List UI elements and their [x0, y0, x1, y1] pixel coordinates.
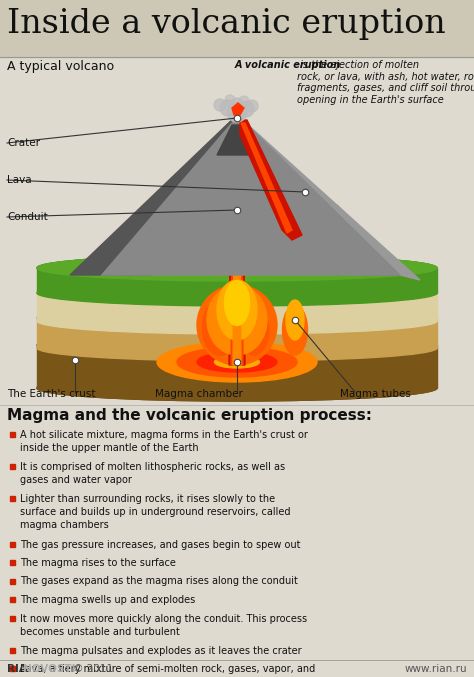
Text: It is comprised of molten lithospheric rocks, as well as
gases and water vapor: It is comprised of molten lithospheric r…	[20, 462, 285, 485]
Text: A typical volcano: A typical volcano	[7, 60, 114, 73]
Bar	[10, 560, 15, 565]
Text: Magma chamber: Magma chamber	[155, 389, 243, 399]
Ellipse shape	[37, 375, 437, 401]
Text: NOVOSTI: NOVOSTI	[23, 664, 75, 674]
Polygon shape	[240, 120, 302, 240]
Circle shape	[238, 101, 254, 117]
Bar	[10, 432, 15, 437]
Ellipse shape	[197, 285, 277, 365]
Text: RIA: RIA	[7, 664, 27, 674]
Polygon shape	[232, 103, 244, 115]
Bar	[10, 615, 15, 621]
Ellipse shape	[202, 301, 237, 355]
Circle shape	[231, 98, 243, 110]
Circle shape	[239, 96, 249, 106]
Ellipse shape	[37, 255, 437, 281]
Ellipse shape	[37, 277, 437, 303]
Ellipse shape	[37, 335, 437, 361]
Ellipse shape	[157, 342, 317, 382]
Ellipse shape	[37, 255, 437, 281]
Polygon shape	[100, 115, 400, 275]
Bar	[10, 666, 15, 671]
Polygon shape	[217, 125, 252, 155]
Text: Magma tubes: Magma tubes	[340, 389, 411, 399]
Text: Crater: Crater	[7, 138, 40, 148]
Point	[233, 204, 241, 215]
Ellipse shape	[217, 280, 257, 340]
Polygon shape	[100, 215, 157, 275]
Text: The magma swells up and explodes: The magma swells up and explodes	[20, 595, 195, 605]
Point	[71, 355, 79, 366]
Text: www.rian.ru: www.rian.ru	[404, 664, 467, 674]
Circle shape	[214, 99, 226, 111]
Text: Lava, a fiery mixture of semi-molten rock, gases, vapor, and
ash is ejected onto: Lava, a fiery mixture of semi-molten roc…	[20, 664, 315, 677]
Point	[233, 112, 241, 123]
Ellipse shape	[37, 255, 437, 281]
Text: The magma pulsates and explodes as it leaves the crater: The magma pulsates and explodes as it le…	[20, 645, 301, 655]
Bar	[10, 542, 15, 546]
Text: The Earth's crust: The Earth's crust	[7, 389, 95, 399]
Ellipse shape	[197, 352, 277, 372]
Bar	[37, 290, 437, 321]
Ellipse shape	[227, 359, 247, 365]
Circle shape	[225, 95, 235, 105]
Text: © 2011: © 2011	[70, 664, 113, 674]
Bar	[10, 496, 15, 501]
Bar	[10, 597, 15, 602]
Bar	[37, 345, 437, 388]
Point	[233, 357, 241, 368]
Bar	[10, 647, 15, 653]
Ellipse shape	[225, 280, 249, 326]
Text: Lava: Lava	[7, 175, 32, 185]
Ellipse shape	[37, 305, 437, 331]
Polygon shape	[241, 123, 292, 233]
Polygon shape	[70, 115, 237, 275]
Bar	[37, 318, 437, 348]
Text: Lighter than surrounding rocks, it rises slowly to the
surface and builds up in : Lighter than surrounding rocks, it rises…	[20, 494, 291, 530]
Text: Magma and the volcanic eruption process:: Magma and the volcanic eruption process:	[7, 408, 372, 423]
Ellipse shape	[215, 356, 259, 368]
Ellipse shape	[37, 308, 437, 334]
Text: A volcanic eruption: A volcanic eruption	[235, 60, 341, 70]
Point	[301, 187, 309, 198]
Bar	[37, 268, 437, 293]
Ellipse shape	[239, 305, 269, 355]
Text: Inside a volcanic eruption: Inside a volcanic eruption	[7, 8, 446, 40]
Bar	[0, 0, 474, 57]
Text: The magma rises to the surface: The magma rises to the surface	[20, 558, 176, 568]
Bar	[10, 579, 15, 584]
Circle shape	[227, 102, 247, 122]
Ellipse shape	[286, 300, 304, 340]
Circle shape	[220, 100, 236, 116]
Text: A hot silicate mixture, magma forms in the Earth's crust or
inside the upper man: A hot silicate mixture, magma forms in t…	[20, 430, 308, 453]
Text: Conduit: Conduit	[7, 212, 48, 222]
Polygon shape	[237, 115, 420, 280]
Ellipse shape	[283, 305, 308, 355]
Text: It now moves more quickly along the conduit. This process
becomes unstable and t: It now moves more quickly along the cond…	[20, 613, 307, 636]
Circle shape	[246, 100, 258, 112]
Text: is the ejection of molten
rock, or lava, with ash, hot water, rock
fragments, ga: is the ejection of molten rock, or lava,…	[297, 60, 474, 105]
Point	[291, 315, 299, 326]
Polygon shape	[337, 205, 400, 275]
Text: The gases expand as the magma rises along the conduit: The gases expand as the magma rises alon…	[20, 577, 298, 586]
Ellipse shape	[207, 285, 267, 355]
Polygon shape	[233, 130, 241, 365]
Polygon shape	[229, 130, 245, 365]
Polygon shape	[231, 130, 243, 365]
Ellipse shape	[177, 347, 297, 377]
Bar	[10, 464, 15, 469]
Ellipse shape	[37, 280, 437, 306]
Ellipse shape	[37, 375, 437, 401]
Text: The gas pressure increases, and gases begin to spew out: The gas pressure increases, and gases be…	[20, 540, 301, 550]
Ellipse shape	[37, 332, 437, 358]
